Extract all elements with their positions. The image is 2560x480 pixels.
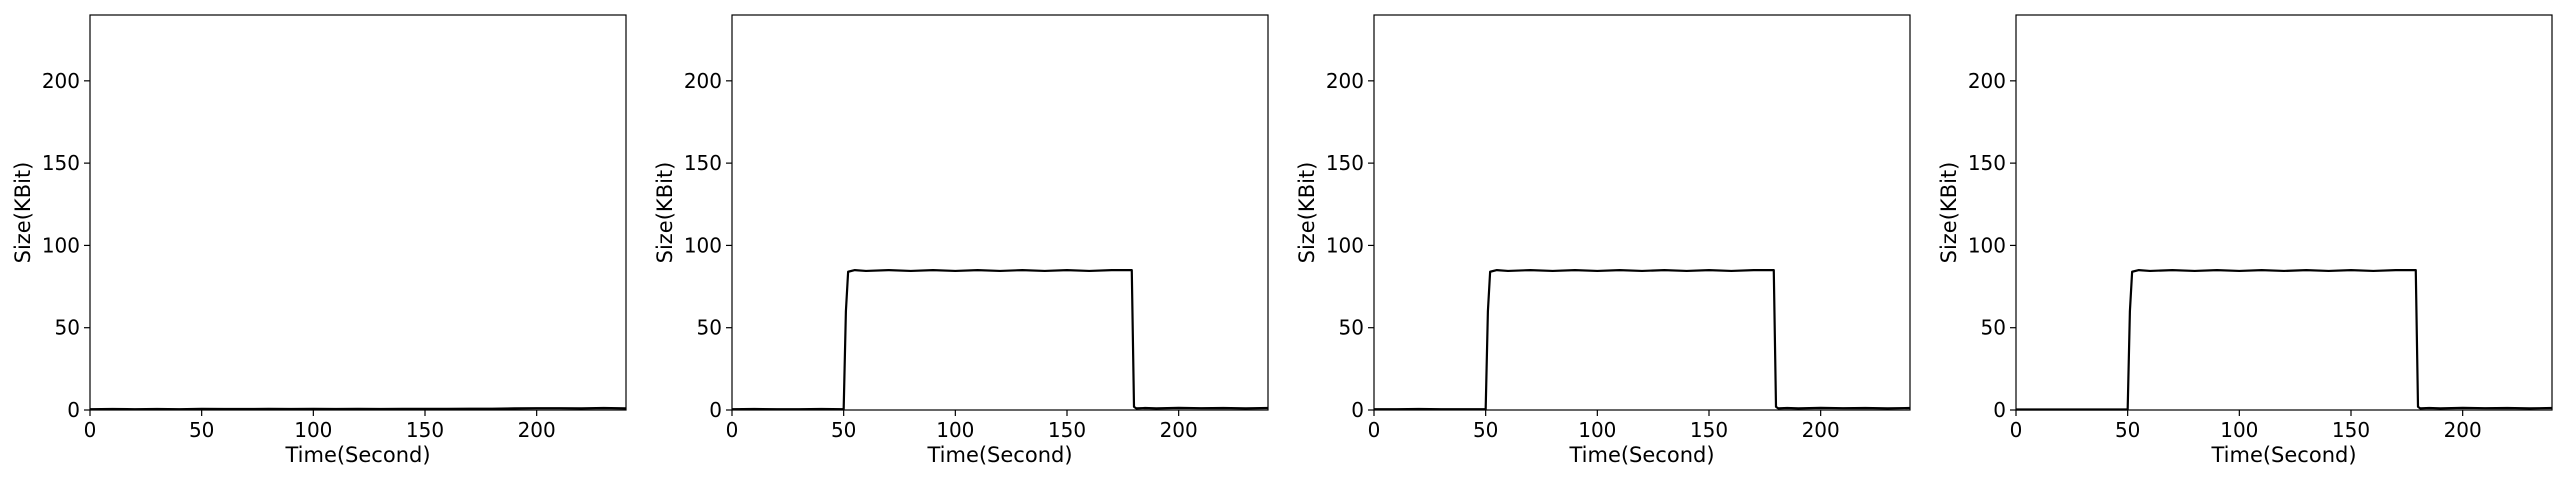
axes-frame — [731, 14, 1269, 411]
x-tick-label: 0 — [84, 418, 97, 442]
x-tick-label: 200 — [1160, 418, 1198, 442]
x-tick-label: 50 — [189, 418, 214, 442]
y-tick-label: 100 — [684, 233, 722, 257]
y-tick-label: 0 — [709, 398, 722, 422]
y-axis-label: Size(KBit) — [1295, 162, 1319, 264]
x-axis-label: Time(Second) — [284, 443, 430, 467]
axes-frame — [89, 14, 627, 411]
x-tick-label: 0 — [1368, 418, 1381, 442]
x-tick-label: 50 — [2115, 418, 2140, 442]
x-tick-label: 100 — [936, 418, 974, 442]
y-tick-label: 150 — [1968, 151, 2006, 175]
y-tick-label: 150 — [42, 151, 80, 175]
y-tick-label: 200 — [684, 69, 722, 93]
x-tick-label: 150 — [2332, 418, 2370, 442]
chart-panel-1: 0 50 100 150 200 0 50 100 150 200 Time(Second) Size… — [11, 14, 627, 467]
x-tick-label: 50 — [831, 418, 856, 442]
y-axis-label: Size(KBit) — [1937, 162, 1961, 264]
chart-panel-3: 0 50 100 150 200 0 50 100 150 200 Time(Second) Size… — [1295, 14, 1911, 467]
y-axis-label: Size(KBit) — [653, 162, 677, 264]
x-tick-label: 200 — [518, 418, 556, 442]
chart-panel-4: 0 50 100 150 200 0 50 100 150 200 Time(Second) Size… — [1937, 14, 2553, 467]
x-tick-label: 200 — [1802, 418, 1840, 442]
y-tick-label: 200 — [1968, 69, 2006, 93]
y-tick-label: 200 — [1326, 69, 1364, 93]
y-tick-label: 0 — [1993, 398, 2006, 422]
chart-panel-2: 0 50 100 150 200 0 50 100 150 200 Time(Second) Size… — [653, 14, 1269, 467]
x-axis-label: Time(Second) — [926, 443, 1072, 467]
x-tick-label: 100 — [294, 418, 332, 442]
x-tick-label: 150 — [1690, 418, 1728, 442]
axes-frame — [2015, 14, 2553, 411]
x-tick-label: 0 — [726, 418, 739, 442]
y-tick-label: 100 — [1326, 233, 1364, 257]
x-tick-label: 150 — [406, 418, 444, 442]
x-tick-label: 150 — [1048, 418, 1086, 442]
x-tick-label: 200 — [2444, 418, 2482, 442]
y-tick-label: 150 — [684, 151, 722, 175]
axes-frame — [1373, 14, 1911, 411]
series-line-1 — [1374, 269, 1911, 411]
y-tick-label: 50 — [697, 316, 722, 340]
y-tick-label: 50 — [1339, 316, 1364, 340]
y-axis-label: Size(KBit) — [11, 162, 35, 264]
y-tick-label: 100 — [42, 233, 80, 257]
y-tick-label: 0 — [67, 398, 80, 422]
series-line-1 — [731, 269, 1269, 411]
x-tick-label: 0 — [2010, 418, 2023, 442]
y-tick-label: 150 — [1326, 151, 1364, 175]
x-axis-label: Time(Second) — [2210, 443, 2356, 467]
series-line-1 — [2016, 269, 2553, 411]
x-tick-label: 100 — [2220, 418, 2258, 442]
y-tick-label: 50 — [55, 316, 80, 340]
y-tick-label: 200 — [42, 69, 80, 93]
y-tick-label: 0 — [1351, 398, 1364, 422]
x-tick-label: 100 — [1578, 418, 1616, 442]
y-tick-label: 50 — [1981, 316, 2006, 340]
y-tick-label: 100 — [1968, 233, 2006, 257]
x-axis-label: Time(Second) — [1568, 443, 1714, 467]
series-line-1 — [89, 406, 627, 411]
x-tick-label: 50 — [1473, 418, 1498, 442]
